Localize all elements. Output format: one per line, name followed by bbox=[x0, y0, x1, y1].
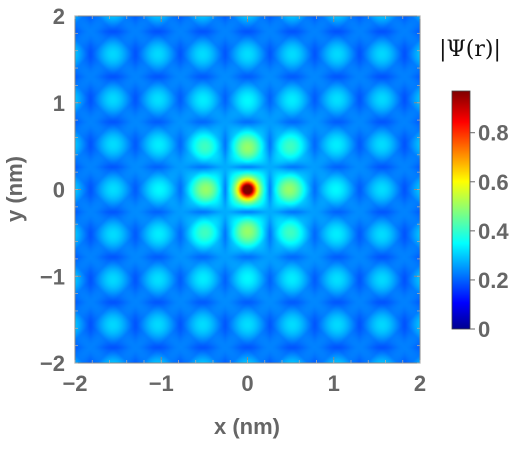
y-tick-label: −2 bbox=[40, 351, 65, 376]
colorbar-tick-label: 0 bbox=[478, 317, 490, 342]
colorbar: |Ψ(r)| 0 0.2 0.4 0.6 0.8 bbox=[439, 37, 509, 342]
plot-area bbox=[74, 15, 421, 364]
colorbar-gradient bbox=[451, 90, 471, 330]
y-tick-label: 0 bbox=[53, 178, 65, 203]
y-axis-title: y (nm) bbox=[2, 156, 27, 222]
x-tick-label: −1 bbox=[149, 371, 174, 396]
x-axis-title: x (nm) bbox=[214, 414, 280, 439]
x-tick-label: −2 bbox=[62, 371, 87, 396]
x-tick-label: 1 bbox=[328, 371, 340, 396]
colorbar-tick-label: 0.4 bbox=[478, 219, 509, 244]
y-tick-label: 2 bbox=[53, 4, 65, 29]
colorbar-tick-label: 0.2 bbox=[478, 268, 509, 293]
colorbar-tick-label: 0.8 bbox=[478, 121, 509, 146]
colorbar-title: |Ψ(r)| bbox=[439, 37, 501, 62]
colorbar-ticks: 0 0.2 0.4 0.6 0.8 bbox=[470, 121, 509, 342]
x-tick-label: 0 bbox=[241, 371, 253, 396]
y-axis: −2 −1 0 1 2 bbox=[40, 4, 420, 376]
colorbar-tick-label: 0.6 bbox=[478, 170, 509, 195]
x-axis: −2 −1 0 1 2 bbox=[62, 16, 426, 396]
x-tick-label: 2 bbox=[414, 371, 426, 396]
y-tick-label: −1 bbox=[40, 264, 65, 289]
y-tick-label: 1 bbox=[53, 91, 65, 116]
heatmap-image bbox=[75, 16, 420, 363]
